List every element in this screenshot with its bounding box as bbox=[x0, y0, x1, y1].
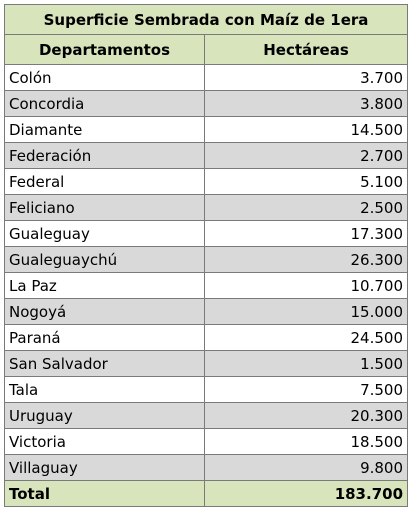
departamento-cell: Uruguay bbox=[4, 402, 205, 429]
table-header-row: Departamentos Hectáreas bbox=[4, 34, 409, 65]
table-title: Superficie Sembrada con Maíz de 1era bbox=[3, 4, 409, 35]
table-row: Tala 7.500 bbox=[4, 376, 409, 403]
table-row: Gualeguay 17.300 bbox=[4, 220, 409, 247]
departamento-cell: Colón bbox=[4, 64, 205, 91]
table-row: Federal 5.100 bbox=[4, 168, 409, 195]
hectareas-cell: 2.500 bbox=[203, 194, 409, 221]
hectareas-cell: 17.300 bbox=[203, 220, 409, 247]
table-row: Nogoyá 15.000 bbox=[4, 298, 409, 325]
hectareas-cell: 9.800 bbox=[203, 454, 409, 481]
hectareas-cell: 14.500 bbox=[203, 116, 409, 143]
departamento-cell: La Paz bbox=[4, 272, 205, 299]
departamento-cell: Gualeguaychú bbox=[4, 246, 205, 273]
hectareas-cell: 1.500 bbox=[203, 350, 409, 377]
table-row: Gualeguaychú 26.300 bbox=[4, 246, 409, 273]
table-row: Federación 2.700 bbox=[4, 142, 409, 169]
table-title-row: Superficie Sembrada con Maíz de 1era bbox=[3, 4, 409, 35]
departamento-cell: Tala bbox=[4, 376, 205, 403]
departamento-cell: San Salvador bbox=[4, 350, 205, 377]
departamento-cell: Feliciano bbox=[4, 194, 205, 221]
total-row: Total 183.700 bbox=[4, 480, 409, 507]
table-row: San Salvador 1.500 bbox=[4, 350, 409, 377]
hectareas-cell: 20.300 bbox=[203, 402, 409, 429]
departamento-cell: Concordia bbox=[4, 90, 205, 117]
table-row: Diamante 14.500 bbox=[4, 116, 409, 143]
hectareas-cell: 10.700 bbox=[203, 272, 409, 299]
departamento-cell: Gualeguay bbox=[4, 220, 205, 247]
table-body: Colón 3.700 Concordia 3.800 Diamante 14.500 Fe… bbox=[4, 64, 409, 481]
table-row: Concordia 3.800 bbox=[4, 90, 409, 117]
departamento-cell: Villaguay bbox=[4, 454, 205, 481]
table-row: Colón 3.700 bbox=[4, 64, 409, 91]
table-row: Feliciano 2.500 bbox=[4, 194, 409, 221]
hectareas-cell: 3.700 bbox=[203, 64, 409, 91]
departamento-cell: Diamante bbox=[4, 116, 205, 143]
table-row: Villaguay 9.800 bbox=[4, 454, 409, 481]
departamento-cell: Federación bbox=[4, 142, 205, 169]
header-departamentos: Departamentos bbox=[4, 34, 205, 65]
departamento-cell: Nogoyá bbox=[4, 298, 205, 325]
departamento-cell: Paraná bbox=[4, 324, 205, 351]
hectareas-cell: 3.800 bbox=[203, 90, 409, 117]
hectareas-cell: 26.300 bbox=[203, 246, 409, 273]
hectareas-cell: 24.500 bbox=[203, 324, 409, 351]
table-row: Paraná 24.500 bbox=[4, 324, 409, 351]
table-row: Uruguay 20.300 bbox=[4, 402, 409, 429]
hectareas-cell: 5.100 bbox=[203, 168, 409, 195]
table-row: La Paz 10.700 bbox=[4, 272, 409, 299]
header-hectareas: Hectáreas bbox=[203, 34, 409, 65]
total-value: 183.700 bbox=[203, 480, 409, 507]
hectareas-cell: 7.500 bbox=[203, 376, 409, 403]
departamento-cell: Victoria bbox=[4, 428, 205, 455]
table-row: Victoria 18.500 bbox=[4, 428, 409, 455]
departamento-cell: Federal bbox=[4, 168, 205, 195]
superficie-table: Superficie Sembrada con Maíz de 1era Dep… bbox=[3, 4, 409, 507]
hectareas-cell: 2.700 bbox=[203, 142, 409, 169]
total-label: Total bbox=[4, 480, 205, 507]
hectareas-cell: 15.000 bbox=[203, 298, 409, 325]
hectareas-cell: 18.500 bbox=[203, 428, 409, 455]
